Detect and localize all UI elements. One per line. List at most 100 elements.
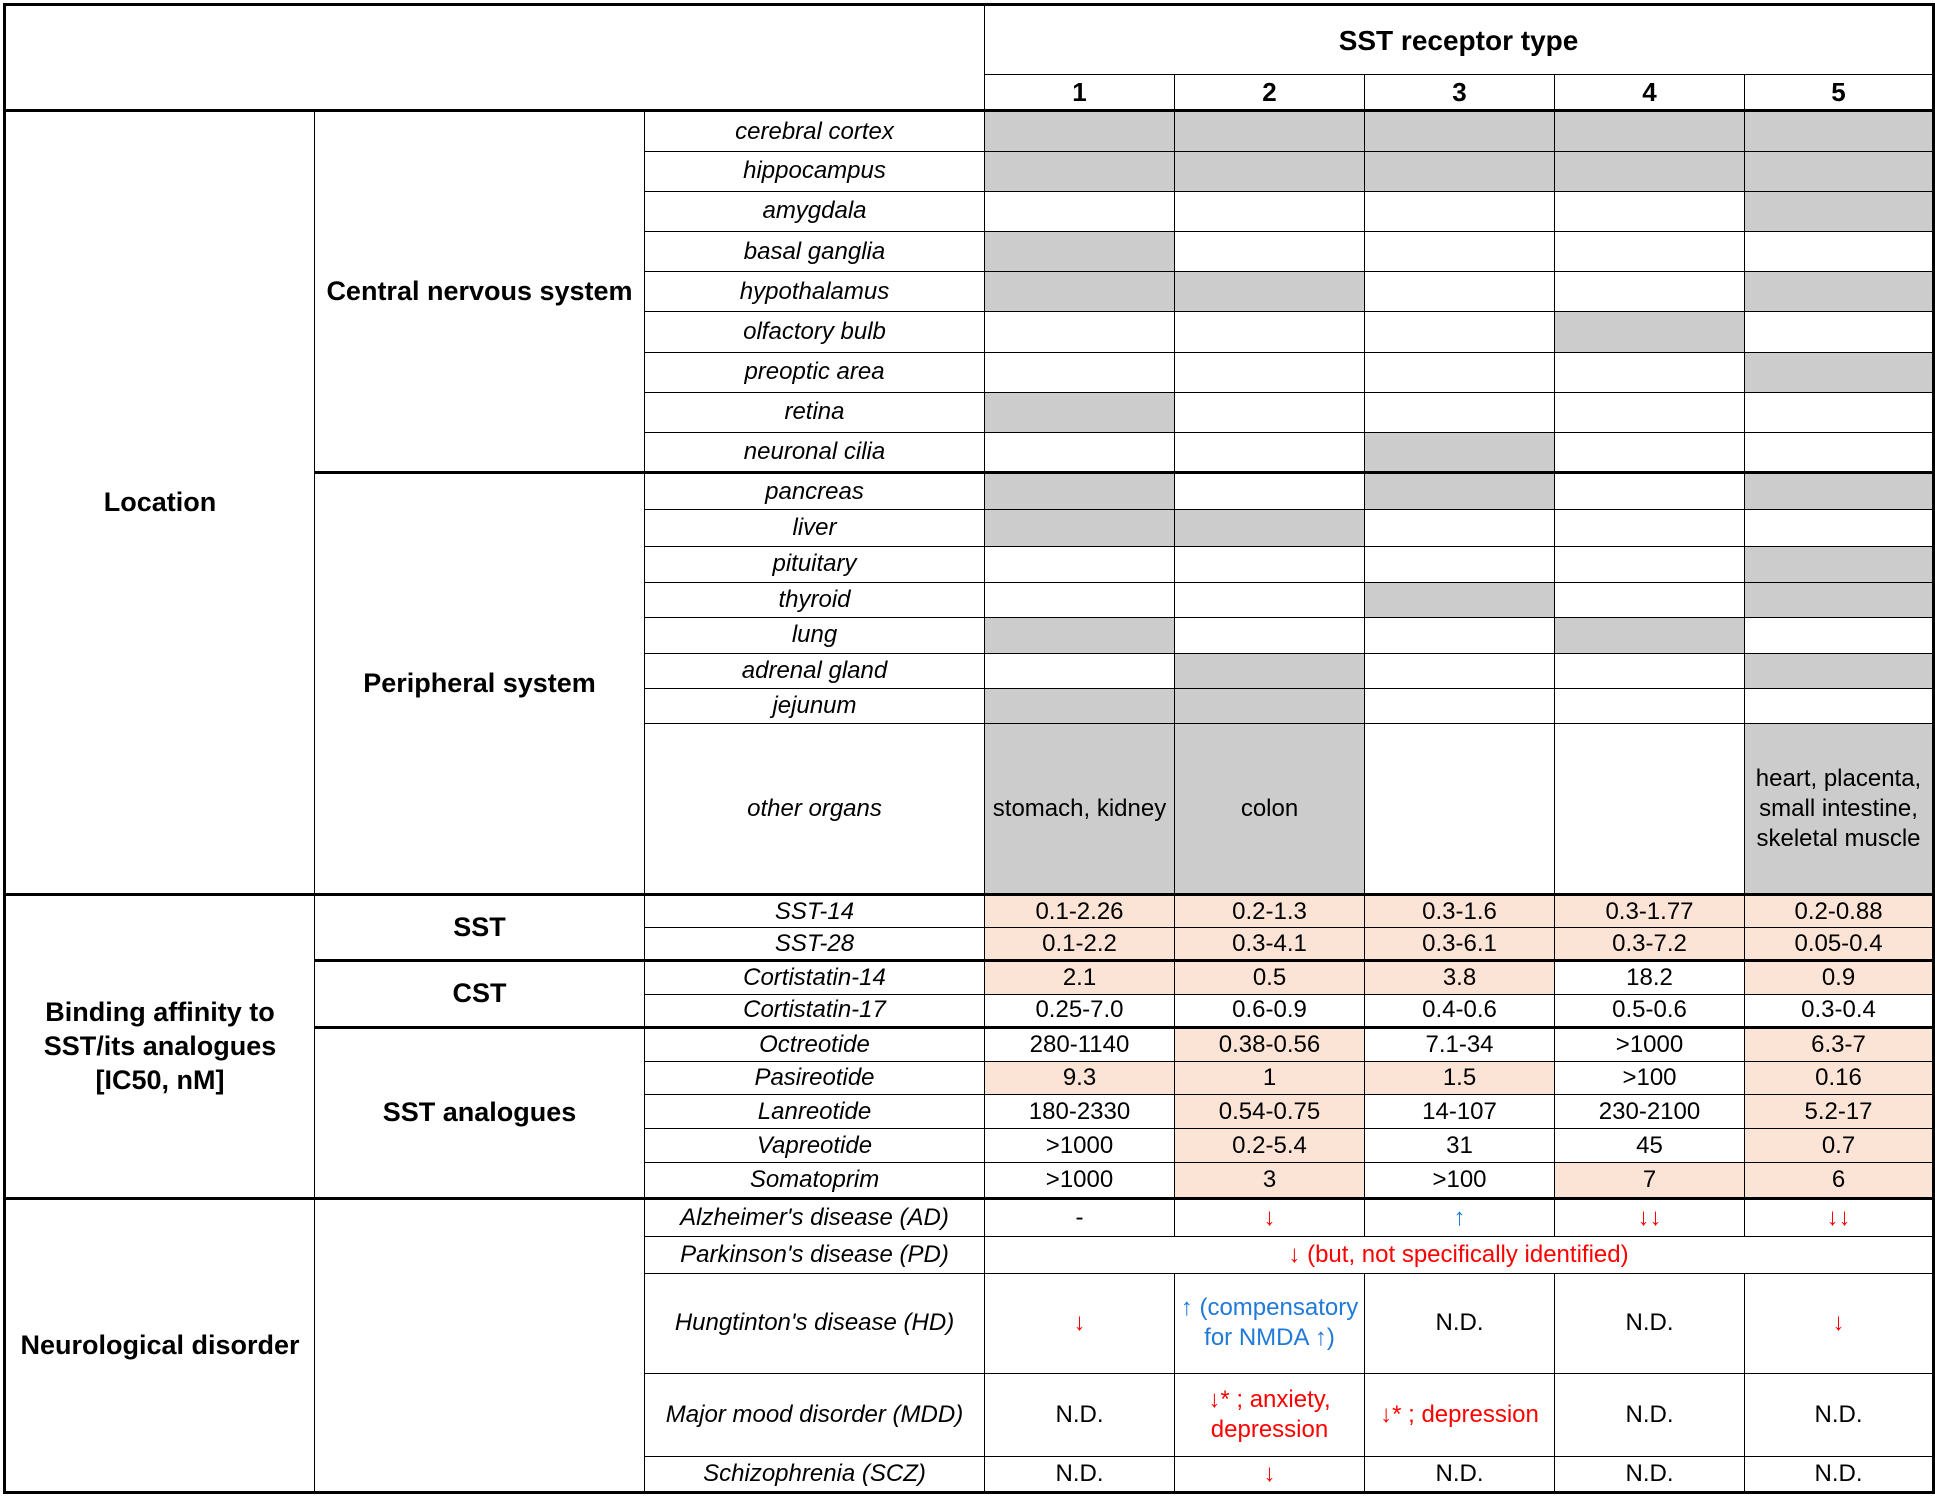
loc-cell bbox=[1174, 190, 1365, 233]
loc-cell bbox=[1174, 581, 1365, 618]
binding-cell: 0.1-2.2 bbox=[984, 927, 1175, 962]
loc-cell bbox=[1554, 688, 1745, 725]
binding-cell: 0.3-1.6 bbox=[1364, 893, 1555, 929]
location-label: liver bbox=[644, 509, 985, 547]
location-label: retina bbox=[644, 391, 985, 433]
location-label: thyroid bbox=[644, 581, 985, 618]
loc-cell bbox=[984, 581, 1175, 618]
scz-cell-1: N.D. bbox=[984, 1455, 1175, 1494]
binding-cell: 6 bbox=[1743, 1162, 1935, 1200]
header-blank bbox=[4, 3, 985, 112]
location-label: jejunum bbox=[644, 688, 985, 725]
binding-cell: 0.3-6.1 bbox=[1364, 927, 1555, 962]
binding-cell: 31 bbox=[1364, 1128, 1555, 1164]
receptor-type-3: 3 bbox=[1364, 74, 1555, 112]
loc-cell bbox=[1554, 391, 1745, 433]
loc-cell: heart, placenta, small intestine, skelet… bbox=[1743, 723, 1935, 896]
loc-cell bbox=[984, 231, 1175, 273]
loc-cell bbox=[1743, 271, 1935, 313]
loc-cell: stomach, kidney bbox=[984, 723, 1175, 896]
location-label: other organs bbox=[644, 723, 985, 896]
binding-cell: 180-2330 bbox=[984, 1093, 1175, 1130]
binding-cell: 0.1-2.26 bbox=[984, 893, 1175, 929]
hd-cell-4: N.D. bbox=[1554, 1272, 1745, 1375]
subgroup-peripheral: Peripheral system bbox=[314, 471, 645, 896]
ad-cell-5: ↓↓ bbox=[1743, 1197, 1935, 1237]
mdd-cell-3: ↓* ; depression bbox=[1364, 1373, 1555, 1457]
disorder-label-scz: Schizophrenia (SCZ) bbox=[644, 1455, 985, 1494]
section-neuro: Neurological disorder bbox=[4, 1197, 315, 1493]
receptor-type-2: 2 bbox=[1174, 74, 1365, 112]
loc-cell bbox=[984, 271, 1175, 313]
mdd-cell-5: N.D. bbox=[1743, 1373, 1935, 1457]
loc-cell bbox=[984, 545, 1175, 583]
loc-cell bbox=[1364, 391, 1555, 433]
loc-cell bbox=[1364, 109, 1555, 152]
ad-cell-2: ↓ bbox=[1174, 1197, 1365, 1237]
loc-cell bbox=[1174, 351, 1365, 393]
binding-label: Lanreotide bbox=[644, 1093, 985, 1130]
binding-cell: >100 bbox=[1364, 1162, 1555, 1200]
receptor-type-1: 1 bbox=[984, 74, 1175, 112]
sst-receptor-table: SST receptor type 1 2 3 4 5 Location Cen… bbox=[3, 3, 1935, 1494]
subgroup-analogues: SST analogues bbox=[314, 1025, 645, 1200]
loc-cell bbox=[1743, 231, 1935, 273]
loc-cell bbox=[1554, 581, 1745, 618]
ad-cell-4: ↓↓ bbox=[1554, 1197, 1745, 1237]
loc-cell bbox=[1364, 471, 1555, 511]
binding-cell: 7 bbox=[1554, 1162, 1745, 1200]
loc-cell bbox=[984, 150, 1175, 192]
loc-cell bbox=[1743, 616, 1935, 654]
binding-cell: 0.3-4.1 bbox=[1174, 927, 1365, 962]
binding-cell: 7.1-34 bbox=[1364, 1025, 1555, 1062]
mdd-cell-2: ↓* ; anxiety, depression bbox=[1174, 1373, 1365, 1457]
mdd-cell-4: N.D. bbox=[1554, 1373, 1745, 1457]
subgroup-cns: Central nervous system bbox=[314, 109, 645, 474]
binding-cell: 0.6-0.9 bbox=[1174, 993, 1365, 1028]
binding-cell: 18.2 bbox=[1554, 959, 1745, 995]
binding-label: SST-28 bbox=[644, 927, 985, 962]
binding-label: Cortistatin-17 bbox=[644, 993, 985, 1028]
loc-cell bbox=[1364, 431, 1555, 474]
hd-cell-3: N.D. bbox=[1364, 1272, 1555, 1375]
binding-cell: 0.38-0.56 bbox=[1174, 1025, 1365, 1062]
loc-cell bbox=[1554, 231, 1745, 273]
binding-cell: 0.5 bbox=[1174, 959, 1365, 995]
location-label: basal ganglia bbox=[644, 231, 985, 273]
loc-cell bbox=[1743, 652, 1935, 690]
loc-cell bbox=[984, 652, 1175, 690]
loc-cell bbox=[984, 109, 1175, 152]
loc-cell bbox=[1554, 471, 1745, 511]
binding-label: SST-14 bbox=[644, 893, 985, 929]
hd-cell-1: ↓ bbox=[984, 1272, 1175, 1375]
loc-cell bbox=[1364, 509, 1555, 547]
loc-cell bbox=[1743, 431, 1935, 474]
binding-cell: 0.5-0.6 bbox=[1554, 993, 1745, 1028]
subgroup-sst: SST bbox=[314, 893, 645, 962]
loc-cell bbox=[1554, 652, 1745, 690]
location-label: cerebral cortex bbox=[644, 109, 985, 152]
binding-cell: 0.7 bbox=[1743, 1128, 1935, 1164]
location-label: hypothalamus bbox=[644, 271, 985, 313]
location-label: amygdala bbox=[644, 190, 985, 233]
location-label: olfactory bulb bbox=[644, 311, 985, 353]
loc-cell bbox=[984, 351, 1175, 393]
loc-cell bbox=[1743, 351, 1935, 393]
binding-cell: 9.3 bbox=[984, 1060, 1175, 1095]
binding-cell: 1 bbox=[1174, 1060, 1365, 1095]
binding-cell: >1000 bbox=[1554, 1025, 1745, 1062]
binding-cell: 6.3-7 bbox=[1743, 1025, 1935, 1062]
loc-cell bbox=[1364, 231, 1555, 273]
binding-cell: 0.05-0.4 bbox=[1743, 927, 1935, 962]
binding-cell: 0.2-0.88 bbox=[1743, 893, 1935, 929]
ad-cell-1: - bbox=[984, 1197, 1175, 1237]
loc-cell bbox=[1554, 616, 1745, 654]
loc-cell bbox=[1174, 391, 1365, 433]
loc-cell bbox=[1743, 311, 1935, 353]
mdd-cell-1: N.D. bbox=[984, 1373, 1175, 1457]
loc-cell bbox=[1743, 688, 1935, 725]
scz-cell-2: ↓ bbox=[1174, 1455, 1365, 1494]
binding-label: Vapreotide bbox=[644, 1128, 985, 1164]
loc-cell bbox=[1554, 509, 1745, 547]
receptor-type-title: SST receptor type bbox=[983, 3, 1935, 76]
